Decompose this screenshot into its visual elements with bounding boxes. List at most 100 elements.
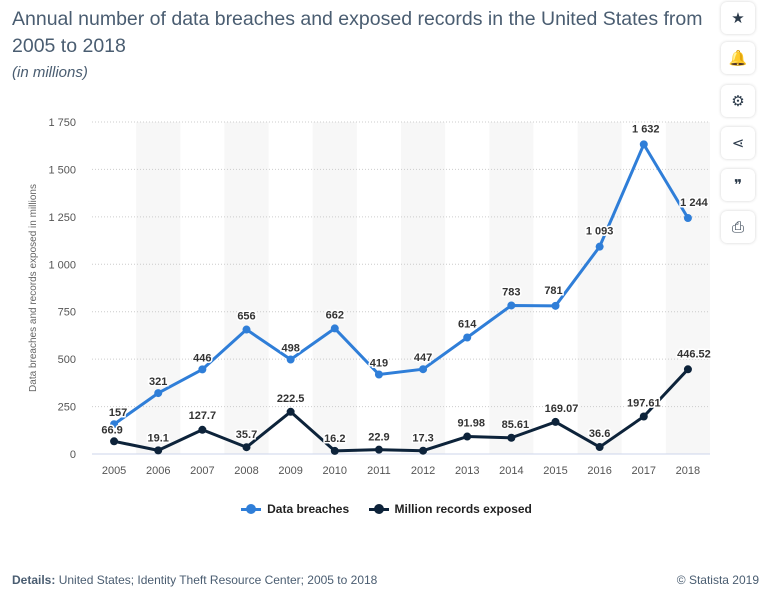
series-line-records-exposed [113,368,690,453]
legend-item-data-breaches[interactable]: Data breaches [241,502,349,516]
data-point [374,445,383,454]
chart-subtitle: (in millions) [12,64,88,81]
x-tick-label: 2009 [278,465,302,477]
data-point [198,425,207,434]
series-line-data-breaches [113,142,690,426]
x-tick-label: 2011 [367,465,391,477]
data-point [286,407,295,416]
data-label: 157 [109,407,127,419]
data-label: 781 [544,285,562,297]
data-label: 1 093 [586,226,614,238]
data-point [507,433,516,442]
data-label: 446 [193,352,211,364]
data-label: 91.98 [457,418,485,430]
data-point [110,437,119,446]
star-icon[interactable]: ★ [721,2,755,34]
data-label: 446.52 [677,348,711,360]
data-label: 614 [458,319,477,331]
copyright[interactable]: © Statista 2019 [676,573,759,587]
x-tick-label: 2005 [102,465,126,477]
data-point [374,370,383,379]
plot-band [577,122,622,454]
data-point [154,389,163,398]
x-tick-label: 2014 [499,465,523,477]
legend-label-data-breaches: Data breaches [267,502,350,516]
data-point [639,140,648,149]
data-label: 19.1 [148,432,169,444]
data-point [286,355,295,364]
data-label: 222.5 [277,393,305,405]
quote-icon[interactable]: ❞ [721,169,755,201]
data-point [198,365,207,374]
legend-item-records-exposed[interactable]: Million records exposed [368,502,532,516]
data-label: 1 244 [680,197,708,209]
y-axis-label: Data breaches and records exposed in mil… [28,184,39,392]
x-tick-label: 2018 [676,465,700,477]
details-label: Details: [12,573,56,587]
x-tick-label: 2016 [587,465,611,477]
details-text[interactable]: United States; Identity Theft Resource C… [58,573,378,587]
data-point [683,213,692,222]
share-icon[interactable]: ⋖ [721,127,755,159]
data-label: 66.9 [101,424,122,436]
data-label: 321 [149,376,167,388]
plot-band [665,122,710,454]
data-point [683,365,692,374]
data-label: 447 [414,352,432,364]
y-tick-label: 1 000 [48,259,76,271]
data-label: 656 [237,311,255,323]
data-point [330,324,339,333]
data-point [639,412,648,421]
line-chart: 0 250 500 750 1 000 1 250 1 500 1 750 2005 2006 20… [28,117,712,477]
data-point [110,420,119,429]
data-label: 35.7 [236,429,257,441]
data-label: 783 [502,286,520,298]
data-point [154,446,163,455]
plot-band [136,122,181,454]
y-tick-label: 250 [58,402,76,414]
data-point [463,432,472,441]
data-point [551,301,560,310]
legend: Data breaches Million records exposed [0,502,773,519]
y-tick-label: 500 [58,354,76,366]
chart-title: Annual number of data breaches and expos… [12,8,703,57]
data-point [507,301,516,310]
y-tick-label: 750 [58,307,76,319]
data-label: 36.6 [589,428,610,440]
data-point [595,242,604,251]
bell-icon[interactable]: 🔔 [721,42,755,74]
x-tick-label: 2013 [455,465,479,477]
data-label: 22.9 [368,432,389,444]
data-label: 169.07 [545,403,579,415]
y-tick-label: 0 [70,449,76,461]
plot-band [489,122,534,454]
x-tick-label: 2012 [411,465,435,477]
x-tick-label: 2015 [543,465,567,477]
data-label: 197.61 [627,398,661,410]
x-tick-label: 2010 [323,465,347,477]
data-point [463,333,472,342]
data-point [419,446,428,455]
plot-band [224,122,269,454]
gear-icon[interactable]: ⚙ [721,85,755,117]
y-tick-label: 1 750 [48,117,76,129]
data-label: 16.2 [324,433,345,445]
data-point [330,446,339,455]
legend-symbol-records-exposed [368,502,389,516]
data-point [551,417,560,426]
y-tick-label: 1 250 [48,212,76,224]
data-label: 127.7 [189,410,217,422]
data-label: 1 632 [632,123,660,135]
legend-symbol-data-breaches [241,502,262,516]
data-label: 85.61 [502,419,530,431]
data-point [242,325,251,334]
plot-band [312,122,357,454]
x-tick-label: 2017 [632,465,656,477]
y-tick-label: 1 500 [48,164,76,176]
x-tick-label: 2006 [146,465,170,477]
legend-label-records-exposed: Million records exposed [394,502,532,516]
data-label: 662 [326,309,344,321]
print-icon[interactable]: ⎙ [721,211,755,243]
data-point [595,443,604,452]
plot-band [401,122,446,454]
